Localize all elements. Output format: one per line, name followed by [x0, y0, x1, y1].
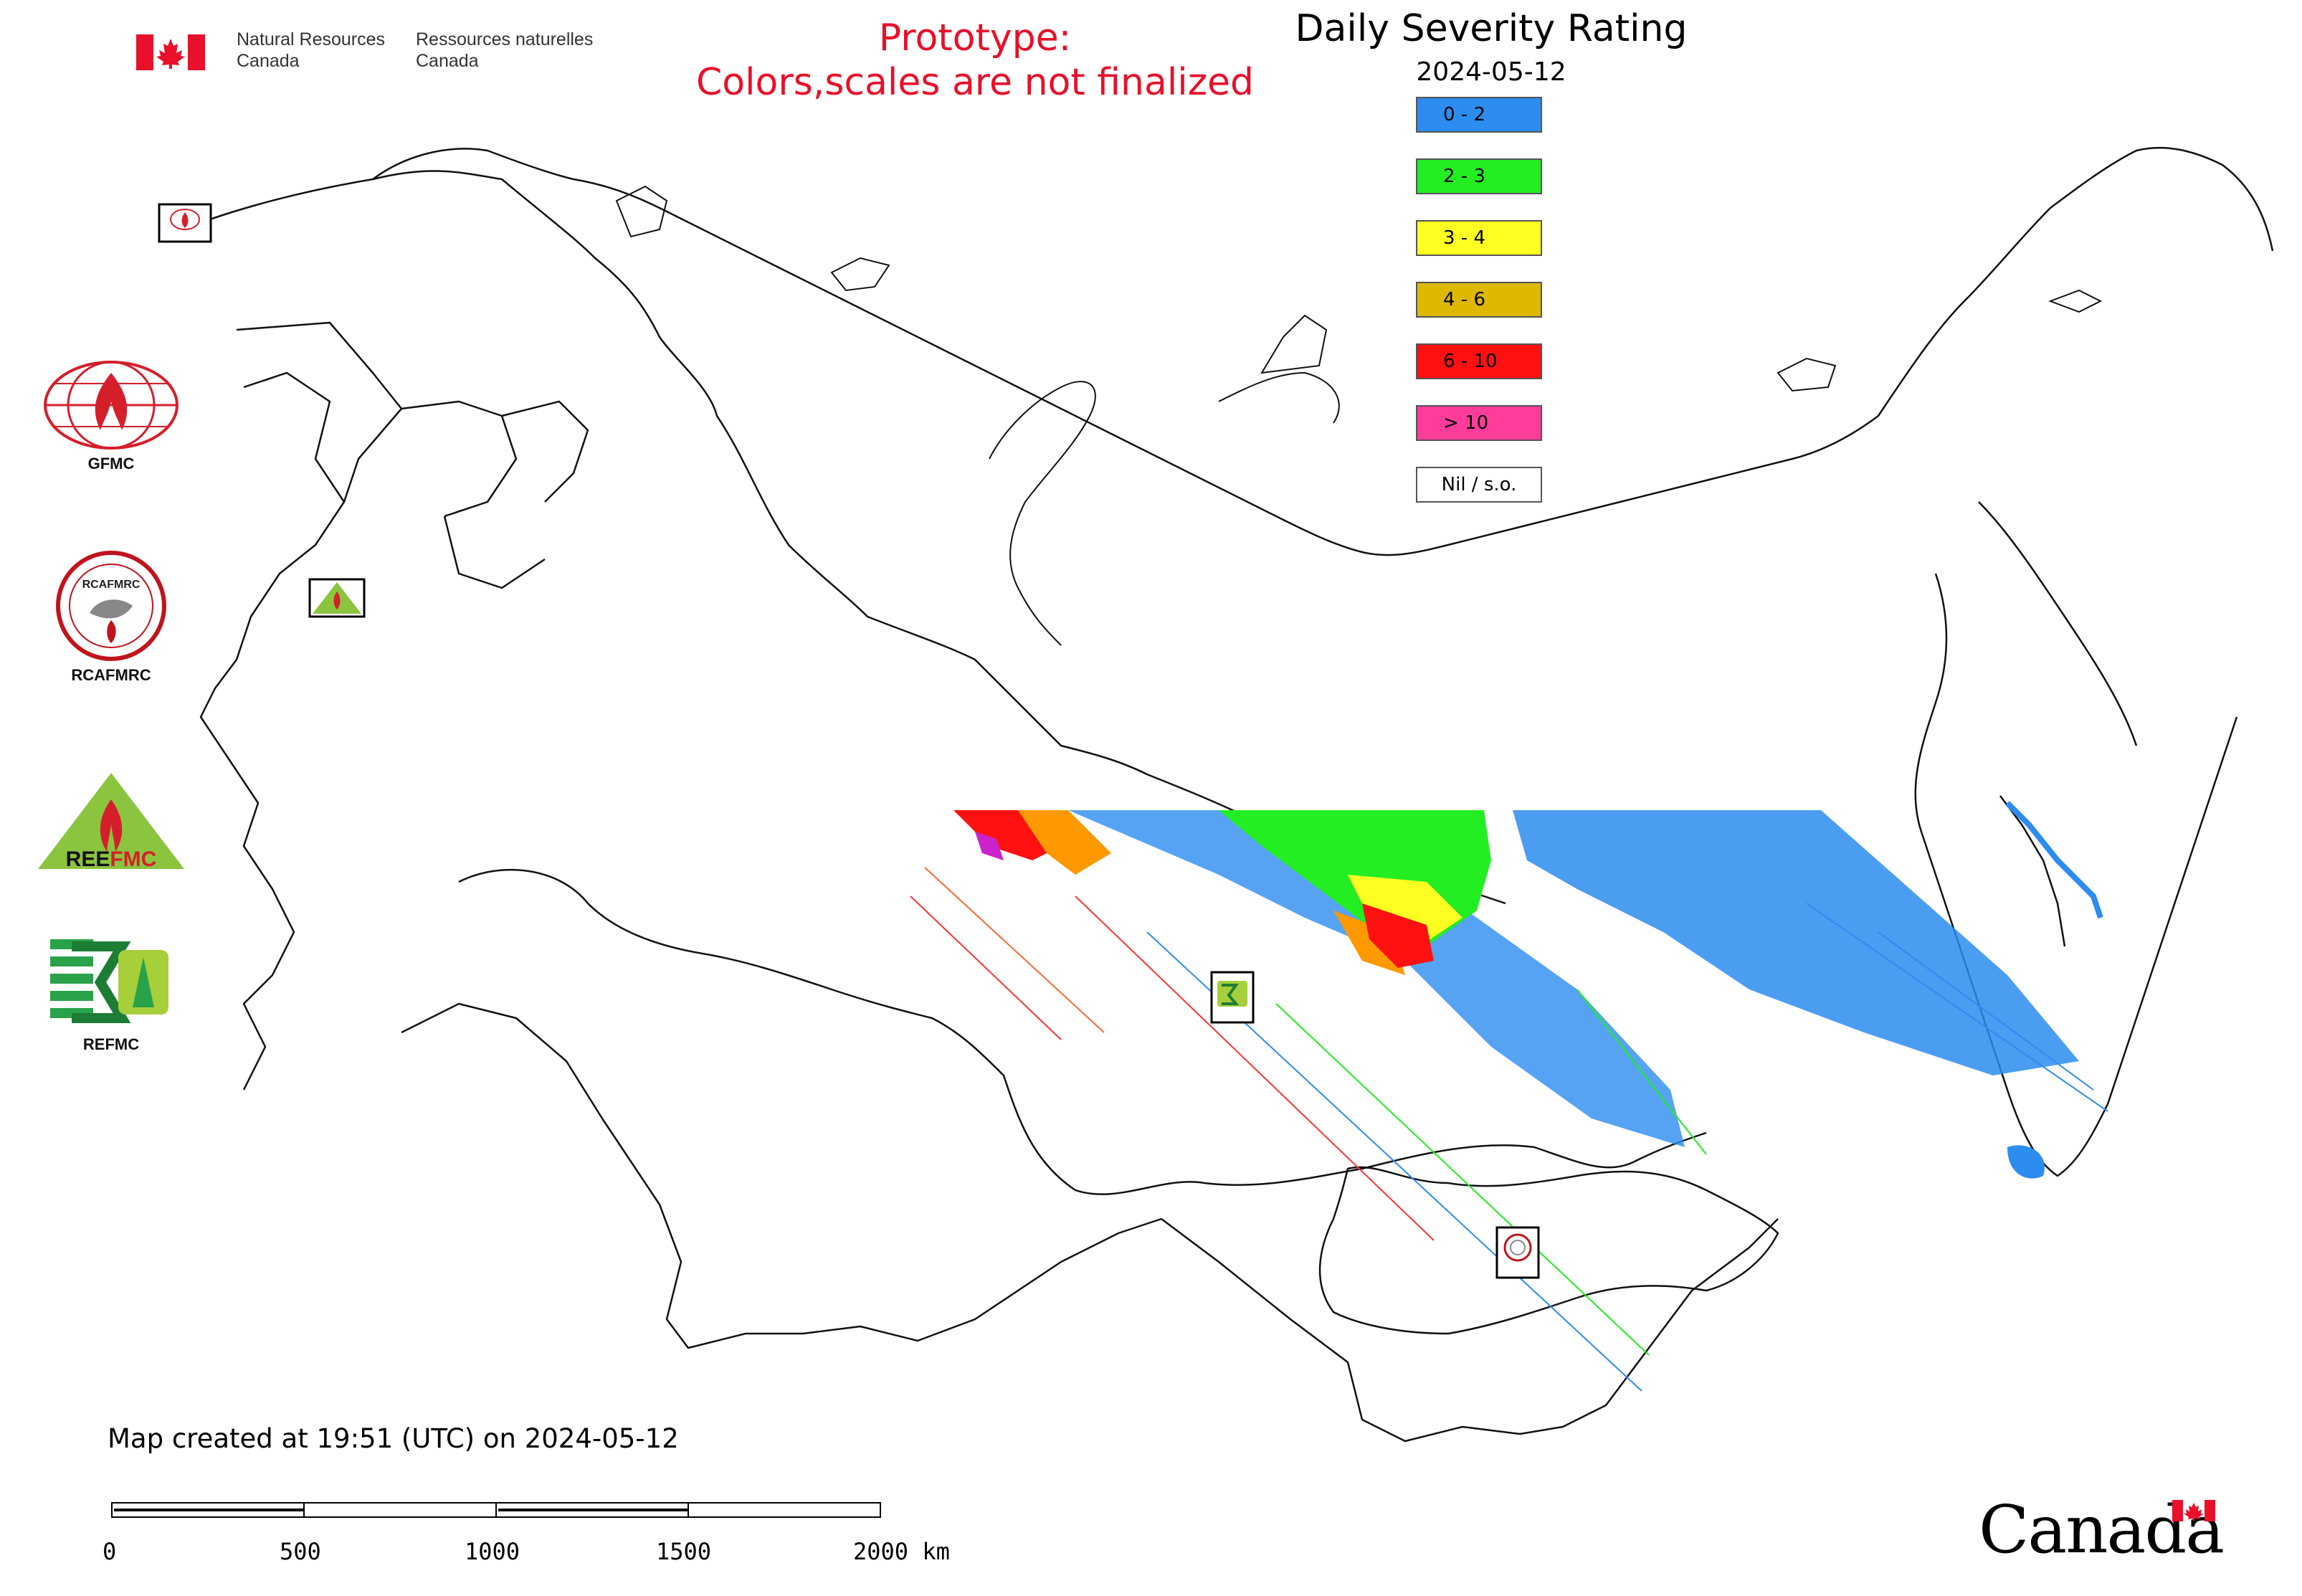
severnaya-zemlya	[1260, 314, 1328, 374]
reefmc-logo-block: REEFMC	[29, 767, 194, 878]
legend: 0 - 2 2 - 3 3 - 4 4 - 6 6 - 10 > 10 Nil …	[1416, 97, 1542, 528]
franz-josef-land	[830, 257, 890, 292]
scale-tick-2000: 2000 km	[853, 1538, 950, 1565]
scale-tick-0: 0	[103, 1538, 117, 1565]
scale-fill-1	[114, 1509, 303, 1511]
far-east-outline	[1914, 573, 2238, 1177]
scale-tick-1000: 1000	[465, 1538, 520, 1565]
svalbard	[615, 185, 668, 238]
taymyr	[1218, 371, 1340, 424]
gfmc-logo-block: GFMC	[29, 358, 194, 473]
rcafmrc-marker-icon	[1495, 1226, 1540, 1279]
new-siberian-islands	[1777, 357, 1837, 392]
swath-blue-sea	[2007, 1145, 2045, 1179]
canada-flag-icon	[136, 34, 205, 70]
swath-blue-sakhalin	[2005, 801, 2103, 919]
nrcan-signature: Natural Resources Canada Ressources natu…	[136, 29, 609, 79]
legend-item-3-4: 3 - 4	[1416, 220, 1542, 256]
scale-segment-2	[303, 1502, 497, 1518]
northern-coast-outline	[372, 148, 1879, 556]
svg-text:REEFMC: REEFMC	[66, 847, 157, 871]
legend-item-6-10: 6 - 10	[1416, 343, 1542, 379]
legend-item-gt-10: > 10	[1416, 405, 1542, 441]
novaya-zemlya	[989, 381, 1096, 646]
scale-fill-3	[498, 1509, 688, 1511]
swath-blue-east	[1513, 810, 2079, 1075]
swath-red	[1362, 903, 1434, 968]
refmc-label: REFMC	[82, 1035, 140, 1053]
map-created-timestamp: Map created at 19:51 (UTC) on 2024-05-12	[108, 1423, 679, 1454]
legend-item-4-6: 4 - 6	[1416, 282, 1542, 318]
swath-orange	[1333, 911, 1405, 975]
swath-red-west	[953, 810, 1061, 860]
scale-tick-labels: 0 500 1000 1500 2000 km	[0, 1538, 1004, 1567]
map-markers	[158, 203, 1540, 1279]
arctic-islands	[615, 185, 2103, 646]
refmc-marker-icon	[1210, 971, 1255, 1024]
sakhalin-outline	[1999, 795, 2066, 947]
rcafmrc-logo-icon: RCAFMRC	[56, 551, 166, 661]
baltic-outline	[243, 371, 346, 503]
swath-magenta	[975, 832, 1004, 860]
wrangel-island	[2048, 289, 2103, 313]
refmc-logo-block: REFMC	[29, 932, 194, 1054]
central-asia-outline	[401, 1002, 1162, 1349]
gfmc-label: GFMC	[87, 455, 135, 472]
western-states-outline	[199, 321, 403, 1091]
eastern-coast-outline	[1877, 146, 2274, 417]
severity-swath	[910, 801, 2108, 1392]
agency-name-en: Natural Resources Canada	[237, 29, 386, 71]
scale-tick-500: 500	[280, 1538, 321, 1565]
reefmc-marker-icon	[308, 578, 366, 618]
legend-item-0-2: 0 - 2	[1416, 97, 1542, 133]
gfmc-logo-icon	[44, 361, 179, 450]
rcafmrc-label: RCAFMRC	[71, 666, 151, 684]
prototype-line-1: Prototype:	[878, 16, 1072, 60]
internal-regions	[401, 400, 589, 589]
agency-name-fr: Ressources naturelles Canada	[416, 29, 594, 71]
swath-orange-west	[1018, 810, 1111, 875]
gfmc-marker-icon	[158, 203, 212, 243]
legend-item-2-3: 2 - 3	[1416, 158, 1542, 194]
scale-segment-4	[688, 1502, 881, 1518]
legend-title: Daily Severity Rating	[1295, 7, 1688, 50]
reefmc-logo-icon: REEFMC	[38, 773, 184, 871]
country-borders	[164, 146, 2274, 1443]
swath-blue-center	[1068, 810, 1685, 1147]
canada-wordmark: Canada	[1979, 1491, 2225, 1568]
prototype-notice: Prototype: Colors,scales are not finaliz…	[645, 16, 1305, 105]
scale-bar	[111, 1502, 882, 1524]
wordmark-flag-icon	[2172, 1500, 2215, 1521]
mongolia-outline	[1318, 1166, 1779, 1335]
western-border-outline	[164, 170, 1506, 905]
legend-date: 2024-05-12	[1416, 57, 1566, 87]
legend-item-nil: Nil / s.o.	[1416, 467, 1542, 503]
scale-tick-1500: 1500	[656, 1538, 712, 1565]
rcafmrc-logo-block: RCAFMRC RCAFMRC	[29, 548, 194, 685]
kazakhstan-outline	[458, 868, 1707, 1195]
kamchatka-outline	[1978, 501, 2138, 746]
china-outline	[1161, 1218, 1779, 1443]
refmc-logo-icon	[50, 936, 172, 1029]
svg-text:RCAFMRC: RCAFMRC	[82, 579, 141, 591]
prototype-line-2: Colors,scales are not finalized	[695, 61, 1255, 104]
